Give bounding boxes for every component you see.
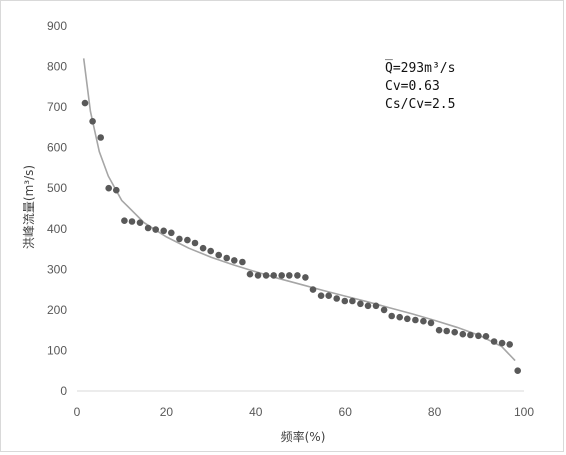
- data-point: [317, 292, 325, 300]
- data-point: [427, 319, 435, 327]
- annotation-cv: Cv=0.63: [385, 79, 440, 94]
- annotation-mean: Q̅=293m³/s: [385, 60, 455, 76]
- x-tick-label: 80: [428, 405, 442, 419]
- data-point: [498, 339, 506, 347]
- data-point: [325, 292, 333, 300]
- data-point: [105, 184, 112, 192]
- data-point: [128, 218, 136, 225]
- y-tick-label: 900: [47, 19, 67, 33]
- data-point: [364, 302, 372, 310]
- data-point: [404, 315, 411, 323]
- data-point: [246, 270, 254, 278]
- data-point: [302, 274, 309, 281]
- data-point: [231, 257, 238, 264]
- data-point: [191, 239, 199, 247]
- data-point: [160, 227, 167, 235]
- data-point: [278, 272, 286, 279]
- x-tick-label: 0: [74, 405, 81, 419]
- x-axis-title: 频率(%): [281, 429, 326, 444]
- data-point: [514, 367, 521, 375]
- data-point: [333, 295, 341, 302]
- data-point: [270, 272, 278, 279]
- data-point: [443, 327, 451, 335]
- data-point: [121, 217, 128, 224]
- data-point: [254, 272, 262, 279]
- y-tick-label: 700: [47, 100, 67, 114]
- data-point: [467, 331, 474, 339]
- data-point: [459, 330, 467, 338]
- data-point: [113, 186, 120, 194]
- data-point: [294, 272, 301, 279]
- x-tick-label: 20: [160, 405, 174, 419]
- x-tick-label: 40: [249, 405, 263, 419]
- data-point: [199, 244, 207, 252]
- y-tick-labels: 0 100 200 300 400 500 600 700 800 900: [47, 19, 67, 398]
- y-tick-label: 400: [47, 222, 67, 236]
- data-point: [97, 134, 104, 141]
- data-point: [388, 312, 396, 320]
- data-point: [176, 235, 183, 243]
- data-point: [341, 297, 349, 305]
- data-point: [81, 99, 89, 107]
- y-tick-label: 0: [60, 384, 67, 398]
- data-point: [286, 272, 293, 279]
- data-point: [506, 341, 513, 348]
- data-point: [435, 326, 443, 334]
- data-point: [207, 247, 214, 255]
- data-point: [239, 258, 246, 266]
- data-point: [262, 272, 270, 279]
- y-tick-label: 800: [47, 60, 67, 74]
- data-point: [396, 313, 404, 321]
- y-tick-label: 100: [47, 343, 67, 357]
- data-point: [168, 229, 175, 237]
- annotation-cs-cv: Cs/Cv=2.5: [385, 97, 455, 112]
- y-tick-label: 200: [47, 303, 67, 317]
- data-point: [372, 302, 380, 310]
- data-point: [412, 316, 419, 324]
- data-point: [136, 219, 144, 226]
- data-point: [475, 332, 482, 340]
- y-tick-label: 500: [47, 181, 67, 195]
- x-tick-labels: 0 20 40 60 80 100: [74, 405, 535, 419]
- data-points: [81, 99, 521, 375]
- x-tick-label: 60: [339, 405, 353, 419]
- data-point: [420, 317, 427, 325]
- data-point: [144, 224, 152, 232]
- y-tick-label: 600: [47, 141, 67, 155]
- data-point: [490, 338, 498, 345]
- data-point: [152, 226, 159, 233]
- data-point: [451, 328, 459, 336]
- y-axis-title: 洪峰流量(m³/s): [22, 165, 36, 249]
- data-point: [349, 297, 356, 305]
- data-point: [482, 333, 490, 340]
- data-point: [309, 286, 317, 293]
- y-tick-label: 300: [47, 262, 67, 276]
- data-point: [380, 306, 388, 314]
- data-point: [357, 300, 364, 308]
- x-tick-label: 100: [514, 405, 534, 419]
- data-point: [89, 118, 96, 125]
- data-point: [215, 251, 222, 259]
- data-point: [223, 254, 230, 262]
- data-point: [184, 236, 191, 244]
